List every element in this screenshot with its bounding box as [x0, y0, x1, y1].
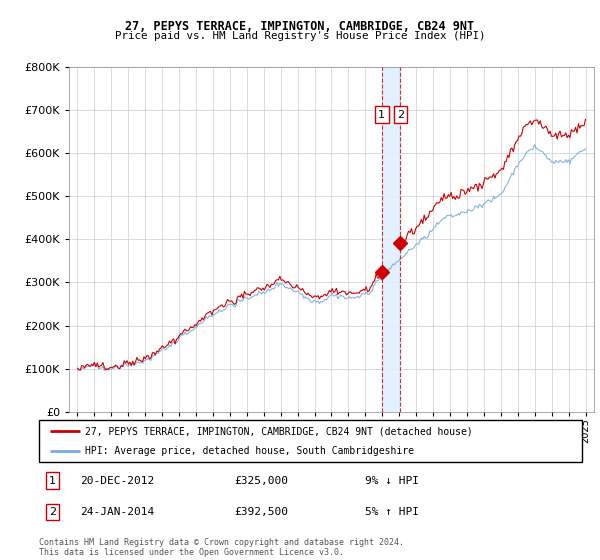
- Text: 1: 1: [49, 475, 56, 486]
- FancyBboxPatch shape: [39, 420, 582, 462]
- Text: £392,500: £392,500: [235, 507, 289, 517]
- Text: 5% ↑ HPI: 5% ↑ HPI: [365, 507, 419, 517]
- Text: 27, PEPYS TERRACE, IMPINGTON, CAMBRIDGE, CB24 9NT: 27, PEPYS TERRACE, IMPINGTON, CAMBRIDGE,…: [125, 20, 475, 32]
- Text: 2: 2: [49, 507, 56, 517]
- Text: £325,000: £325,000: [235, 475, 289, 486]
- Text: 9% ↓ HPI: 9% ↓ HPI: [365, 475, 419, 486]
- Bar: [382, 67, 400, 412]
- Text: 20-DEC-2012: 20-DEC-2012: [80, 475, 154, 486]
- Text: 27, PEPYS TERRACE, IMPINGTON, CAMBRIDGE, CB24 9NT (detached house): 27, PEPYS TERRACE, IMPINGTON, CAMBRIDGE,…: [85, 426, 473, 436]
- Text: 24-JAN-2014: 24-JAN-2014: [80, 507, 154, 517]
- Text: Price paid vs. HM Land Registry's House Price Index (HPI): Price paid vs. HM Land Registry's House …: [115, 31, 485, 41]
- Text: 1: 1: [378, 110, 385, 119]
- Text: 2: 2: [397, 110, 404, 119]
- Text: Contains HM Land Registry data © Crown copyright and database right 2024.
This d: Contains HM Land Registry data © Crown c…: [39, 538, 404, 557]
- Text: HPI: Average price, detached house, South Cambridgeshire: HPI: Average price, detached house, Sout…: [85, 446, 414, 456]
